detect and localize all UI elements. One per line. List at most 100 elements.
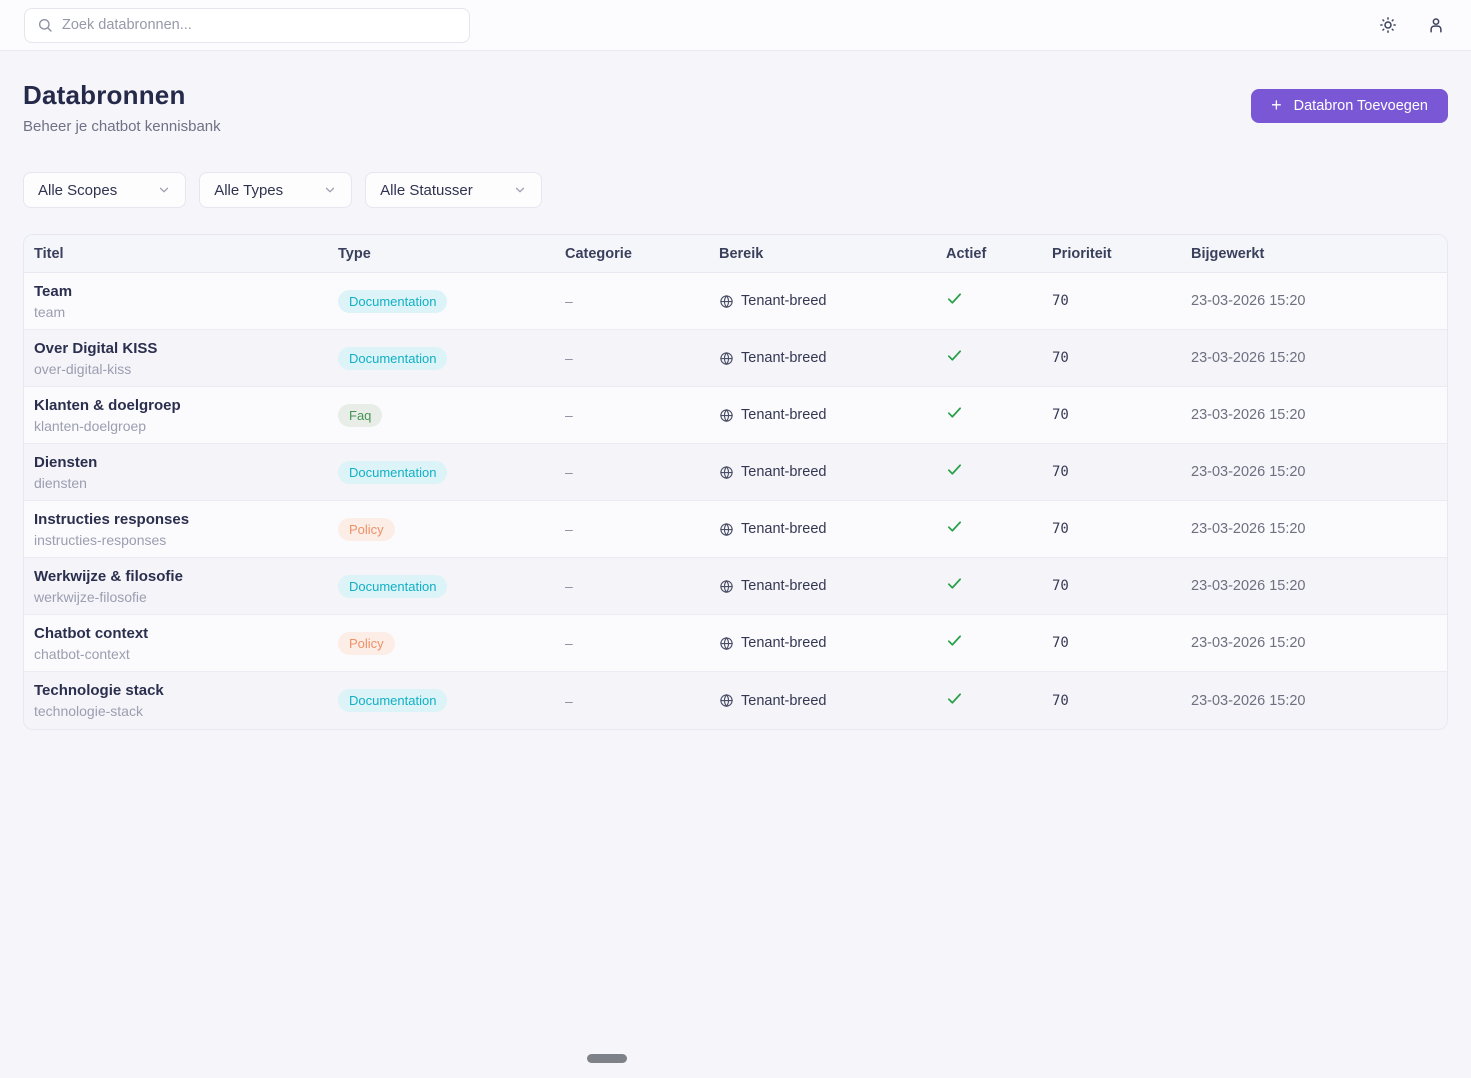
row-title: Werkwijze & filosofie <box>34 567 183 585</box>
table-row[interactable]: Technologie stack technologie-stack Docu… <box>24 672 1447 729</box>
row-priority: 70 <box>1052 293 1069 309</box>
theme-toggle-button[interactable] <box>1377 14 1399 36</box>
row-scope-label: Tenant-breed <box>741 692 827 709</box>
row-title: Klanten & doelgroep <box>34 396 181 414</box>
row-title: Diensten <box>34 453 98 471</box>
row-updated: 23-03-2026 15:20 <box>1191 521 1306 537</box>
row-priority: 70 <box>1052 464 1069 480</box>
row-scope-label: Tenant-breed <box>741 521 827 537</box>
row-scope-label: Tenant-breed <box>741 407 827 423</box>
column-header-titel: Titel <box>34 245 64 262</box>
chevron-down-icon <box>160 187 169 193</box>
column-header-prioriteit: Prioriteit <box>1052 245 1112 262</box>
type-badge: Faq <box>338 403 383 427</box>
plus-icon: + <box>1271 95 1282 115</box>
globe-icon <box>720 294 733 308</box>
scope-filter-select[interactable]: Alle Scopes <box>23 172 187 208</box>
row-updated: 23-03-2026 15:20 <box>1191 293 1306 309</box>
globe-icon <box>720 465 733 479</box>
sun-icon <box>1380 17 1396 33</box>
row-priority: 70 <box>1052 407 1069 423</box>
page-title: Databronnen <box>23 80 186 110</box>
row-category: – <box>565 635 573 651</box>
table-row[interactable]: Team team Documentation – Tenant-breed 7… <box>24 273 1447 330</box>
table-row[interactable]: Klanten & doelgroep klanten-doelgroep Fa… <box>24 387 1447 444</box>
row-category: – <box>565 521 573 537</box>
row-category: – <box>565 464 573 480</box>
type-badge: Policy <box>338 631 395 655</box>
row-title: Technologie stack <box>34 682 164 699</box>
row-updated: 23-03-2026 15:20 <box>1191 407 1306 423</box>
globe-icon <box>720 351 733 365</box>
row-category: – <box>565 407 573 423</box>
page-subtitle: Beheer je chatbot kennisbank <box>23 118 221 135</box>
row-priority: 70 <box>1052 521 1069 537</box>
row-category: – <box>565 293 573 309</box>
row-updated: 23-03-2026 15:20 <box>1191 464 1306 480</box>
check-icon <box>947 692 962 704</box>
check-icon <box>947 293 962 304</box>
row-scope-label: Tenant-breed <box>741 578 827 594</box>
table-row[interactable]: Diensten diensten Documentation – Tenant… <box>24 444 1447 501</box>
row-slug: chatbot-context <box>34 645 130 662</box>
datasources-table: Titel Type Categorie Bereik Actief Prior… <box>23 234 1448 730</box>
type-filter-select[interactable]: Alle Types <box>199 172 353 208</box>
row-slug: over-digital-kiss <box>34 360 132 377</box>
row-title: Chatbot context <box>34 624 149 642</box>
search-icon <box>39 19 52 32</box>
row-scope-label: Tenant-breed <box>741 635 827 651</box>
row-title: Instructies responses <box>34 510 190 528</box>
column-header-actief: Actief <box>946 245 987 262</box>
column-header-type: Type <box>338 245 371 262</box>
check-icon <box>947 635 962 646</box>
globe-icon <box>720 408 733 422</box>
table-row[interactable]: Instructies responses instructies-respon… <box>24 501 1447 558</box>
filters: Alle Scopes Alle Types Alle Statusser <box>23 172 1448 208</box>
chevron-down-icon <box>515 187 524 193</box>
row-scope-label: Tenant-breed <box>741 464 827 480</box>
globe-icon <box>720 636 733 650</box>
row-slug: team <box>34 303 66 320</box>
type-badge: Documentation <box>338 460 448 484</box>
table-body: Team team Documentation – Tenant-breed 7… <box>24 273 1447 729</box>
column-header-bijgewerkt: Bijgewerkt <box>1191 245 1265 262</box>
row-slug: klanten-doelgroep <box>34 417 147 434</box>
check-icon <box>947 350 962 361</box>
check-icon <box>947 407 962 418</box>
type-filter-label: Alle Types <box>214 181 284 199</box>
row-priority: 70 <box>1052 635 1069 651</box>
row-category: – <box>565 578 573 594</box>
search-input[interactable] <box>62 17 457 33</box>
search-box[interactable] <box>24 7 470 43</box>
row-updated: 23-03-2026 15:20 <box>1191 635 1306 651</box>
row-scope-label: Tenant-breed <box>741 293 827 309</box>
drag-handle[interactable] <box>587 1054 627 1063</box>
table-row[interactable]: Werkwijze & filosofie werkwijze-filosofi… <box>24 558 1447 615</box>
check-icon <box>947 521 962 532</box>
user-menu-button[interactable] <box>1425 14 1447 36</box>
column-header-bereik: Bereik <box>719 245 764 262</box>
add-datasource-button[interactable]: + Databron Toevoegen <box>1251 89 1448 123</box>
row-title: Team <box>34 282 73 300</box>
check-icon <box>947 578 962 589</box>
row-scope-label: Tenant-breed <box>741 350 827 366</box>
type-badge: Documentation <box>338 346 448 370</box>
row-category: – <box>565 350 573 366</box>
chevron-down-icon <box>326 187 335 193</box>
status-filter-select[interactable]: Alle Statusser <box>365 172 542 208</box>
globe-icon <box>720 579 733 593</box>
row-updated: 23-03-2026 15:20 <box>1191 692 1306 709</box>
row-updated: 23-03-2026 15:20 <box>1191 350 1306 366</box>
table-row[interactable]: Chatbot context chatbot-context Policy –… <box>24 615 1447 672</box>
scope-filter-label: Alle Scopes <box>38 181 118 199</box>
add-datasource-label: Databron Toevoegen <box>1293 98 1428 114</box>
row-slug: werkwijze-filosofie <box>34 588 147 605</box>
table-header-row: Titel Type Categorie Bereik Actief Prior… <box>24 235 1447 273</box>
type-badge: Documentation <box>338 574 448 598</box>
row-slug: instructies-responses <box>34 531 167 548</box>
row-slug: diensten <box>34 474 87 491</box>
row-updated: 23-03-2026 15:20 <box>1191 578 1306 594</box>
globe-icon <box>720 694 733 708</box>
table-row[interactable]: Over Digital KISS over-digital-kiss Docu… <box>24 330 1447 387</box>
column-header-categorie: Categorie <box>565 245 632 262</box>
